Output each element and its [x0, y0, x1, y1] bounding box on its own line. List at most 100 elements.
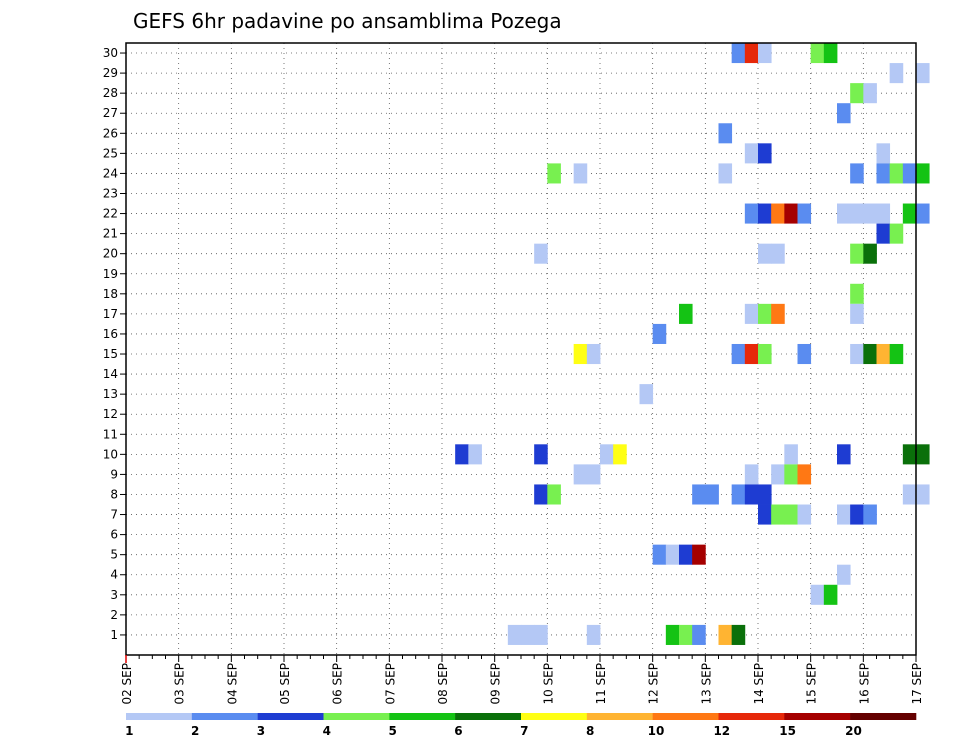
x-tick-label: 05 SEP	[278, 663, 292, 705]
x-tick-label: 12 SEP	[647, 663, 661, 705]
precip-cell	[863, 243, 877, 264]
precip-cell	[784, 444, 798, 465]
precip-cell	[705, 484, 719, 505]
precip-cell	[639, 384, 654, 405]
legend-label: 5	[388, 724, 396, 738]
legend-swatch	[784, 713, 851, 720]
precip-cell	[876, 143, 891, 164]
precip-cell	[744, 464, 759, 485]
precip-cell	[534, 243, 548, 264]
precip-cell	[823, 43, 838, 64]
precip-cell	[468, 444, 482, 465]
y-tick-label: 21	[103, 227, 118, 241]
precip-cell	[718, 123, 733, 144]
x-tick-label: 10 SEP	[541, 663, 555, 705]
precip-cell	[758, 43, 772, 64]
x-tick-label: 04 SEP	[225, 663, 239, 705]
y-tick-label: 11	[103, 427, 118, 441]
y-tick-label: 26	[103, 126, 118, 140]
y-tick-label: 24	[103, 166, 118, 180]
precip-cell	[744, 303, 759, 324]
precip-cell	[784, 464, 798, 485]
precip-cell	[665, 624, 680, 645]
precip-cell	[507, 624, 522, 645]
legend-label: 15	[779, 724, 796, 738]
precip-cell	[863, 504, 877, 525]
precip-cell	[586, 624, 601, 645]
y-tick-label: 16	[103, 327, 118, 341]
x-tick-label: 14 SEP	[752, 663, 766, 705]
legend-label: 2	[191, 724, 199, 738]
x-tick-label: 02 SEP	[120, 663, 134, 705]
precip-cell	[876, 223, 891, 244]
legend-swatch	[323, 713, 390, 720]
y-tick-label: 15	[103, 347, 118, 361]
precip-cell	[692, 544, 706, 565]
y-tick-label: 6	[110, 528, 118, 542]
precip-cell	[797, 343, 812, 365]
legend-label: 7	[520, 724, 528, 738]
precip-cell	[850, 163, 864, 184]
x-tick-label: 08 SEP	[436, 663, 450, 705]
y-tick-label: 10	[103, 447, 118, 461]
data-cells	[455, 43, 930, 645]
precip-cell	[758, 243, 772, 264]
legend-label: 1	[125, 724, 133, 738]
precip-cell	[573, 464, 588, 485]
legend-swatch	[521, 713, 588, 720]
precip-cell	[744, 484, 759, 505]
legend-label: 6	[454, 724, 462, 738]
legend-label: 20	[845, 724, 862, 738]
legend-swatch	[586, 713, 653, 720]
y-tick-label: 3	[110, 588, 118, 602]
precip-cell	[889, 343, 904, 365]
precip-cell	[455, 444, 469, 465]
precip-cell	[679, 303, 693, 324]
precip-cell	[521, 624, 535, 645]
precip-cell	[837, 203, 851, 224]
precip-cell	[547, 163, 561, 184]
precip-cell	[784, 504, 798, 525]
precip-cell	[863, 343, 877, 365]
x-tick-label: 13 SEP	[699, 663, 713, 705]
precip-cell	[902, 163, 917, 184]
precip-cell	[810, 43, 825, 64]
precip-cell	[889, 223, 904, 244]
precip-cell	[876, 343, 891, 365]
precip-cell	[692, 624, 706, 645]
precip-cell	[771, 303, 785, 324]
legend-swatch	[126, 713, 193, 720]
precip-cell	[679, 624, 693, 645]
precip-cell	[889, 163, 904, 184]
precip-cell	[731, 43, 746, 64]
precip-cell	[586, 464, 601, 485]
precip-cell	[731, 484, 746, 505]
precip-cell	[758, 303, 772, 324]
y-tick-label: 12	[103, 407, 118, 421]
precip-cell	[837, 564, 851, 585]
precip-cell	[744, 343, 759, 365]
precip-cell	[889, 63, 904, 84]
legend-swatch	[850, 713, 917, 720]
precip-cell	[916, 444, 930, 465]
precip-cell	[876, 163, 891, 184]
precip-cell	[797, 203, 812, 224]
precip-cell	[876, 203, 891, 224]
x-tick-label: 17 SEP	[910, 663, 924, 705]
x-tick-label: 11 SEP	[594, 663, 608, 705]
legend-swatch	[389, 713, 456, 720]
y-tick-label: 29	[103, 66, 118, 80]
precip-cell	[771, 504, 785, 525]
precip-cell	[771, 203, 785, 224]
precip-cell	[850, 303, 864, 324]
precip-cell	[850, 504, 864, 525]
precip-cell	[534, 624, 548, 645]
precip-cell	[744, 43, 759, 64]
y-tick-label: 18	[103, 287, 118, 301]
y-tick-label: 8	[110, 487, 118, 501]
x-tick-label: 03 SEP	[173, 663, 187, 705]
precip-cell	[837, 103, 851, 124]
y-tick-label: 27	[103, 106, 118, 120]
y-axis: 1234567891011121314151617181920212223242…	[103, 46, 126, 642]
